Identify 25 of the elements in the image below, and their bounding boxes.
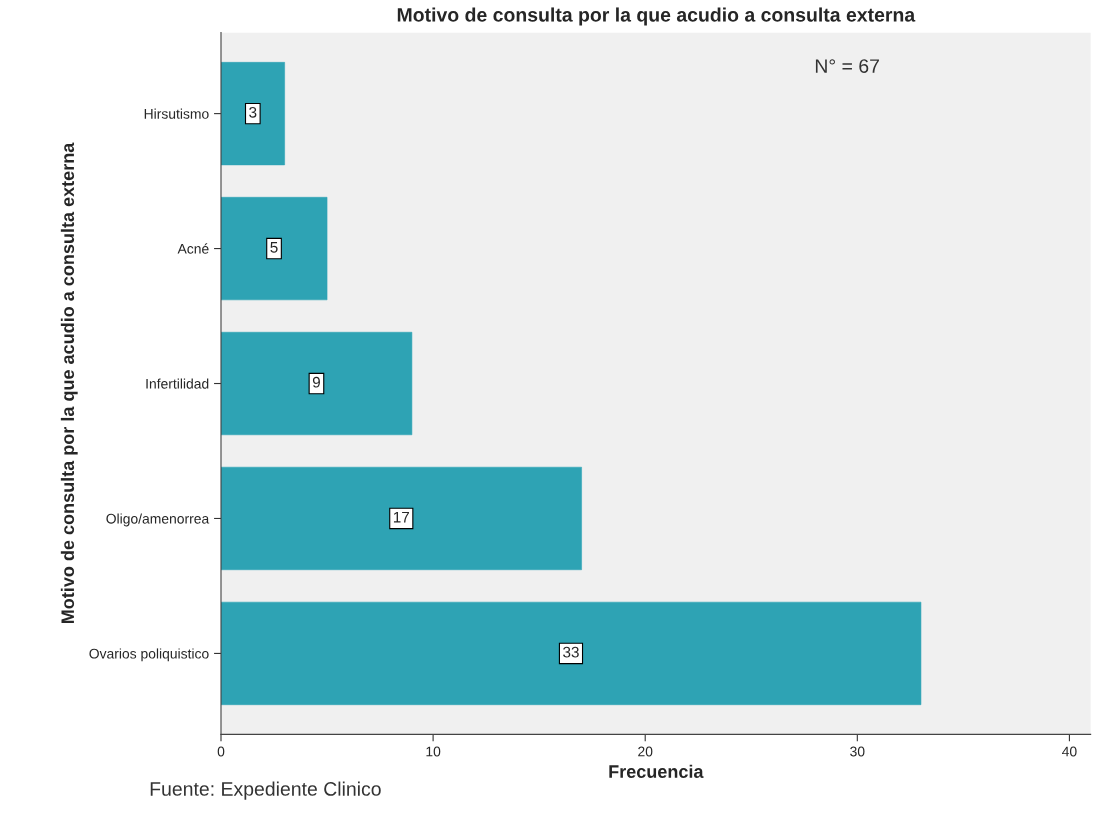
bar — [221, 331, 413, 436]
y-tick-label: Acné — [177, 243, 209, 254]
y-tick-label: Ovarios poliquistico — [89, 648, 209, 662]
x-tick-label: 20 — [638, 746, 653, 757]
annotation: N° = 67 — [815, 59, 879, 73]
chart-title: Motivo de consulta por la que acudio a consulta externa — [397, 7, 916, 26]
y-axis-title: Motivo de consulta por la que acudio a consulta externa — [60, 142, 78, 624]
bar — [221, 601, 922, 705]
data-label: 3 — [249, 106, 257, 118]
y-tick-label: Infertilidad — [146, 378, 209, 389]
y-tick-label: Oligo/amenorrea — [106, 513, 210, 527]
data-label: 9 — [312, 376, 320, 388]
data-label: 5 — [270, 242, 278, 253]
bar — [221, 466, 582, 571]
y-tick-label: Hirsutismo — [144, 108, 209, 119]
data-label: 17 — [393, 511, 410, 523]
source-note: Fuente: Expediente Clinico — [150, 781, 381, 800]
bar — [221, 197, 328, 301]
bar — [221, 62, 285, 166]
x-tick-label: 40 — [1062, 746, 1077, 757]
x-axis-title: Frecuencia — [609, 764, 704, 778]
x-tick-label: 0 — [217, 746, 225, 757]
x-tick-label: 30 — [850, 746, 865, 757]
x-tick-label: 10 — [426, 746, 441, 757]
data-label: 33 — [563, 646, 579, 658]
